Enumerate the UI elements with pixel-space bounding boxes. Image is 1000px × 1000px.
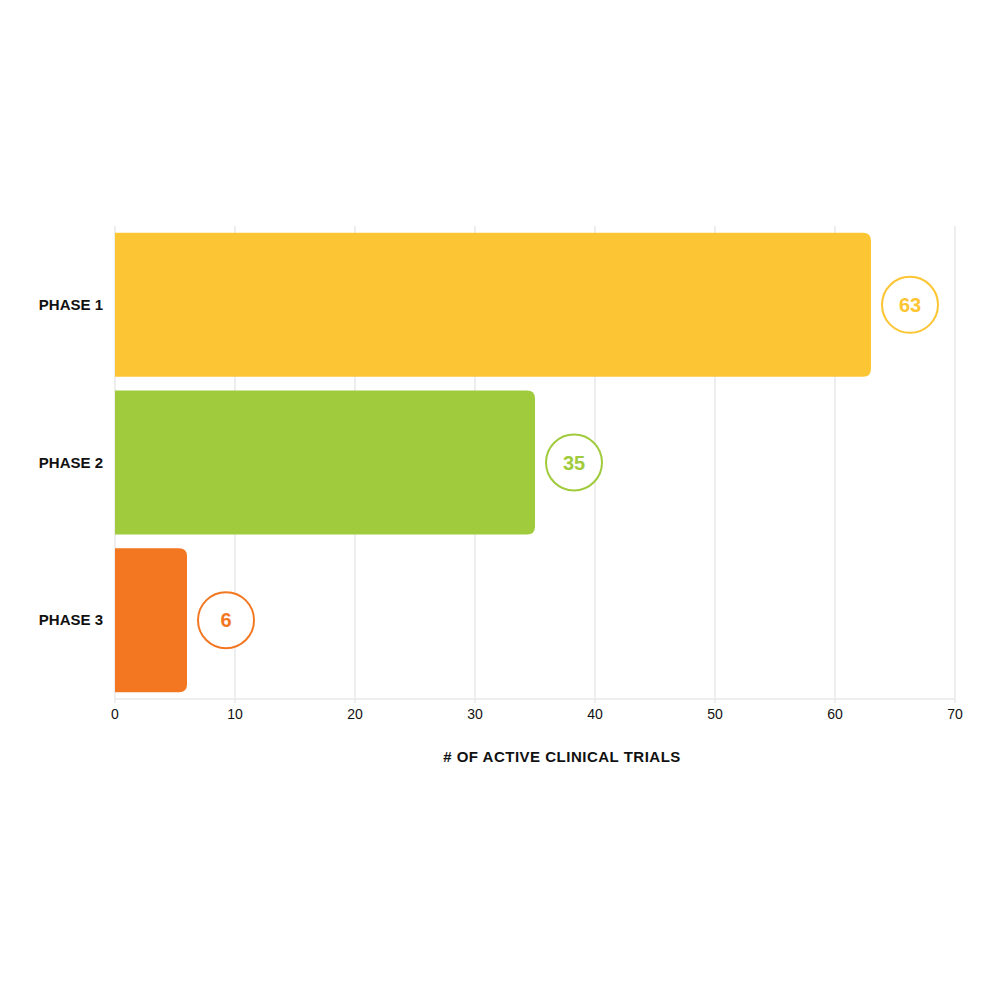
x-axis-label: # OF ACTIVE CLINICAL TRIALS bbox=[443, 748, 681, 765]
tick-label: 10 bbox=[227, 706, 243, 722]
tick-label: 40 bbox=[587, 706, 603, 722]
category-label: PHASE 3 bbox=[39, 611, 103, 628]
tick-label: 0 bbox=[111, 706, 119, 722]
grid-line bbox=[954, 226, 956, 699]
category-label: PHASE 1 bbox=[39, 296, 103, 313]
data-label-circle bbox=[546, 435, 602, 491]
data-label: 6 bbox=[220, 609, 231, 631]
bar bbox=[115, 233, 871, 377]
tick-label: 60 bbox=[827, 706, 843, 722]
tick-label: 70 bbox=[947, 706, 963, 722]
bar bbox=[115, 391, 535, 535]
x-axis-line bbox=[115, 698, 955, 700]
tick-label: 50 bbox=[707, 706, 723, 722]
bar bbox=[115, 548, 187, 692]
data-label-circle bbox=[882, 277, 938, 333]
category-label: PHASE 2 bbox=[39, 454, 103, 471]
data-label: 35 bbox=[563, 452, 585, 474]
chart-svg: 0 10 20 30 40 50 60 70 PHASE 1 63 PHASE 2 35 PHASE 3… bbox=[0, 0, 1000, 1000]
chart-container: 0 10 20 30 40 50 60 70 PHASE 1 63 PHASE 2 35 PHASE 3… bbox=[0, 0, 1000, 1000]
data-label: 63 bbox=[899, 294, 921, 316]
data-label-circle bbox=[198, 592, 254, 648]
bars bbox=[115, 233, 871, 692]
grid bbox=[115, 226, 955, 703]
tick-label: 20 bbox=[347, 706, 363, 722]
tick-label: 30 bbox=[467, 706, 483, 722]
